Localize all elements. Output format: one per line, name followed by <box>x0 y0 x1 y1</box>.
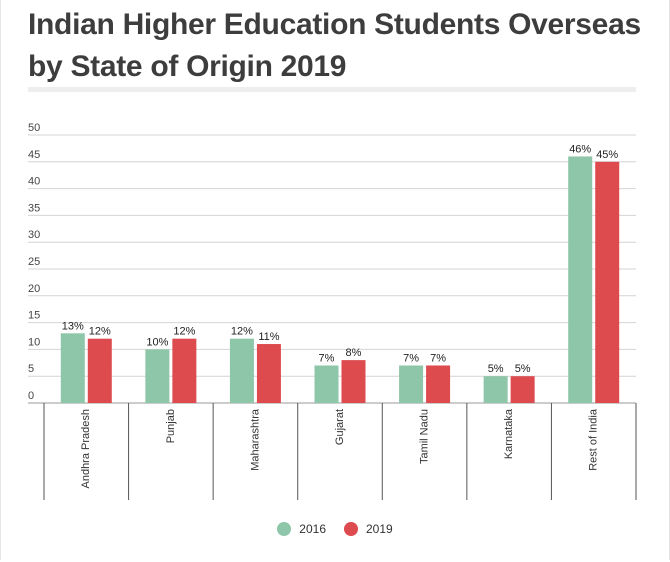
bar-2016 <box>145 349 170 403</box>
chart-title: Indian Higher Education Students Oversea… <box>28 8 641 83</box>
y-tick-label: 35 <box>28 202 40 214</box>
data-label: 12% <box>89 326 111 338</box>
x-tick-label: Maharashtra <box>249 408 261 471</box>
y-tick-label: 50 <box>28 122 40 134</box>
legend-label-2016: 2016 <box>299 522 326 536</box>
bar-2016 <box>229 338 254 403</box>
legend-swatch-2016 <box>277 522 292 536</box>
bar-2016 <box>314 365 339 403</box>
legend: 2016 2019 <box>0 522 670 536</box>
bar-chart: 0 5 10 15 20 25 30 35 40 45 50 13% 12% Andhra Pradesh… <box>28 122 637 500</box>
data-label: 8% <box>346 347 362 359</box>
data-label: 7% <box>319 352 335 364</box>
y-tick-label: 30 <box>28 229 40 241</box>
data-label: 12% <box>173 326 195 338</box>
x-tick-label: Tamil Nadu <box>418 409 430 464</box>
data-label: 13% <box>62 320 84 332</box>
data-label: 7% <box>430 352 446 364</box>
data-label: 5% <box>488 363 504 375</box>
bar-2019 <box>256 344 281 403</box>
x-tick-label: Karnataka <box>503 408 515 459</box>
bar-2019 <box>595 161 620 403</box>
bar-2019 <box>341 360 366 403</box>
legend-item-2016: 2016 <box>277 522 326 536</box>
legend-label-2019: 2019 <box>366 522 393 536</box>
y-tick-label: 15 <box>28 310 40 322</box>
bar-2019 <box>87 338 112 403</box>
y-tick-label: 10 <box>28 336 40 348</box>
data-label: 10% <box>146 336 168 348</box>
bar-2016 <box>399 365 424 403</box>
y-tick-label: 20 <box>28 283 40 295</box>
title-divider <box>28 87 636 92</box>
bar-2016 <box>483 376 508 403</box>
bar-2019 <box>510 376 535 403</box>
y-tick-label: 25 <box>28 256 40 268</box>
x-tick-label: Rest of India <box>588 408 600 471</box>
x-tick-label: Andhra Pradesh <box>80 409 92 489</box>
data-label: 12% <box>231 326 253 338</box>
bar-2019 <box>426 365 451 403</box>
bar-2016 <box>568 156 593 403</box>
bar-2016 <box>60 333 85 403</box>
data-label: 46% <box>569 143 591 155</box>
y-tick-label: 5 <box>28 363 34 375</box>
data-label: 7% <box>403 352 419 364</box>
legend-item-2019: 2019 <box>344 522 393 536</box>
x-tick-label: Gujarat <box>334 409 346 445</box>
x-tick-label: Punjab <box>165 409 177 443</box>
bar-2019 <box>172 338 197 403</box>
data-label: 45% <box>596 149 618 161</box>
data-label: 5% <box>515 363 531 375</box>
y-tick-label: 0 <box>28 390 34 402</box>
y-tick-label: 40 <box>28 176 40 188</box>
y-tick-label: 45 <box>28 149 40 161</box>
data-label: 11% <box>258 331 279 343</box>
legend-swatch-2019 <box>344 522 358 536</box>
